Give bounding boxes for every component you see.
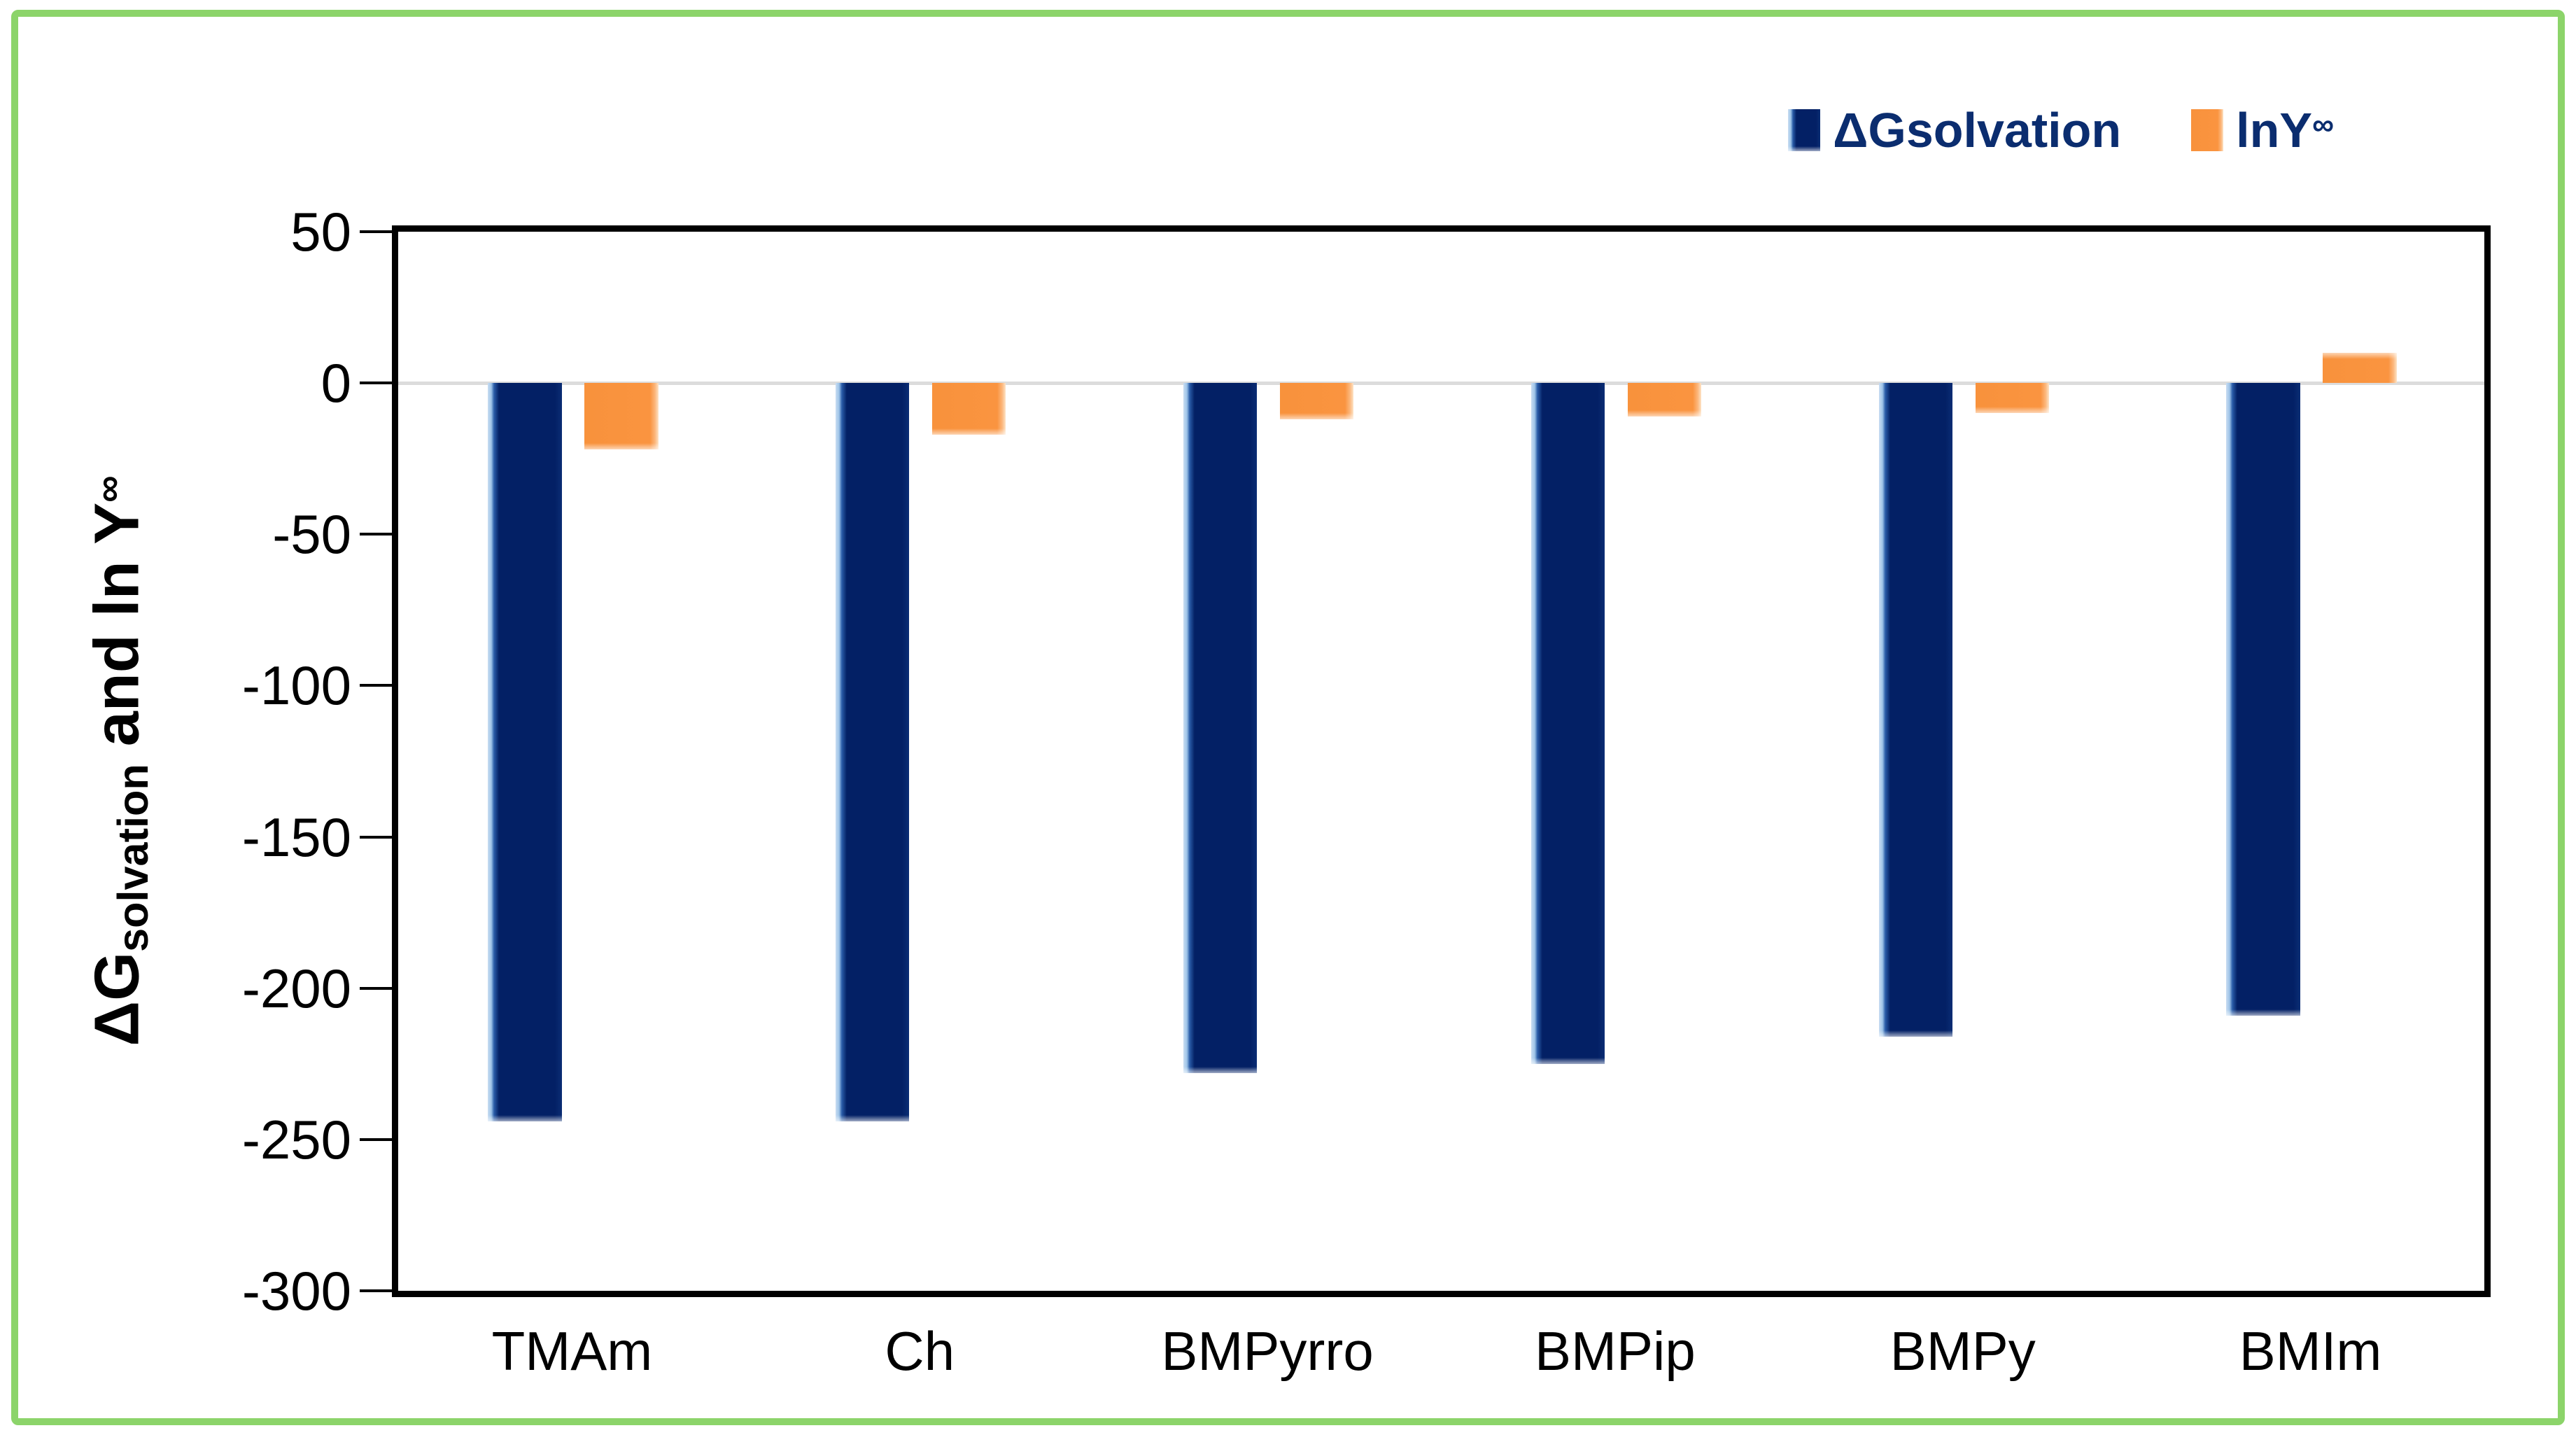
bar-dg-solvation-BMIm	[2226, 383, 2301, 1016]
y-tick-label: -150	[241, 806, 351, 868]
y-tick-mark	[360, 533, 392, 536]
y-tick-label: -300	[241, 1260, 351, 1322]
bar-lny-TMAm	[584, 383, 659, 450]
y-tick-label: -100	[241, 654, 351, 717]
y-tick-label: -250	[241, 1108, 351, 1170]
x-tick-label: Ch	[885, 1320, 955, 1382]
legend-swatch-navy-icon	[1788, 109, 1821, 151]
y-tick-mark	[360, 835, 392, 839]
y-tick-mark	[360, 986, 392, 990]
y-tick-label: 0	[321, 352, 351, 414]
bar-lny-BMPip	[1627, 383, 1702, 416]
x-tick-label: BMPip	[1535, 1320, 1696, 1382]
y-tick-mark	[360, 684, 392, 687]
legend-label-lny: lnY∞	[2236, 106, 2334, 155]
bar-dg-solvation-BMPyrro	[1183, 383, 1258, 1073]
legend-item-dg-solvation: ΔGsolvation	[1788, 106, 2121, 155]
y-tick-mark	[360, 382, 392, 385]
legend-label-dg-solvation: ΔGsolvation	[1833, 106, 2121, 155]
bar-dg-solvation-BMPy	[1878, 383, 1953, 1037]
legend-item-lny: lnY∞	[2191, 106, 2334, 155]
bar-dg-solvation-TMAm	[488, 383, 562, 1121]
legend: ΔGsolvation lnY∞	[1788, 98, 2334, 162]
y-tick-label: 50	[290, 201, 351, 262]
bar-dg-solvation-Ch	[836, 383, 910, 1121]
bar-lny-BMPy	[1975, 383, 2050, 414]
plot-area	[392, 225, 2491, 1297]
y-axis-title-superscript: ∞	[87, 475, 130, 503]
y-tick-mark	[360, 1289, 392, 1292]
bar-lny-BMPyrro	[1279, 383, 1354, 419]
x-tick-label: BMPy	[1889, 1320, 2036, 1382]
y-tick-label: -200	[241, 957, 351, 1019]
bar-lny-Ch	[932, 383, 1006, 435]
bar-lny-BMIm	[2323, 352, 2398, 384]
x-tick-label: BMPyrro	[1161, 1320, 1374, 1382]
y-tick-mark	[360, 1138, 392, 1141]
zero-gridline	[398, 381, 2484, 385]
legend-swatch-orange-icon	[2191, 109, 2224, 151]
legend-label-sup: ∞	[2312, 108, 2334, 142]
legend-label-text: ΔGsolvation	[1833, 103, 2122, 158]
x-tick-label: TMAm	[491, 1320, 653, 1382]
x-tick-label: BMIm	[2239, 1320, 2382, 1382]
bar-dg-solvation-BMPip	[1530, 383, 1605, 1064]
y-tick-mark	[360, 230, 392, 233]
legend-label-text: lnY	[2236, 103, 2313, 158]
y-tick-label: -50	[272, 503, 351, 566]
